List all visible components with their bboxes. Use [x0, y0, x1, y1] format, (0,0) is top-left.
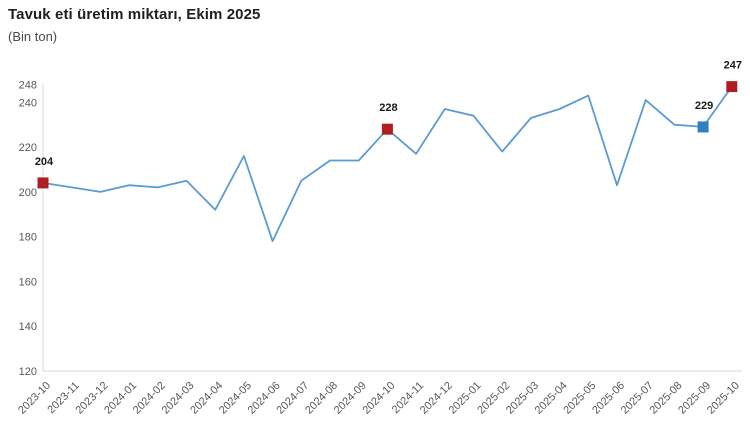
data-point-label: 228	[379, 102, 397, 114]
chart-title: Tavuk eti üretim miktarı, Ekim 2025	[8, 6, 261, 23]
highlight-marker	[726, 81, 738, 93]
y-axis-tick-label: 120	[19, 366, 37, 378]
chart-subtitle: (Bin ton)	[8, 29, 58, 44]
y-axis-tick-label: 140	[19, 321, 37, 333]
y-axis-tick-label: 240	[19, 97, 37, 109]
y-axis-tick-label: 180	[19, 232, 37, 244]
data-point-label: 204	[35, 156, 54, 168]
highlight-marker	[697, 121, 709, 133]
x-axis-tick-label: 2025-10	[705, 380, 742, 417]
y-axis-tick-label: 200	[19, 187, 37, 199]
y-axis-tick-label: 220	[19, 142, 37, 154]
chart-header: Tavuk eti üretim miktarı, Ekim 2025 (Bin…	[8, 6, 261, 44]
highlight-marker	[381, 123, 393, 135]
y-axis-tick-label: 248	[19, 79, 37, 91]
data-point-label: 247	[724, 60, 742, 72]
y-axis-tick-label: 160	[19, 276, 37, 288]
highlight-marker	[37, 177, 49, 189]
data-point-label: 229	[695, 100, 713, 112]
